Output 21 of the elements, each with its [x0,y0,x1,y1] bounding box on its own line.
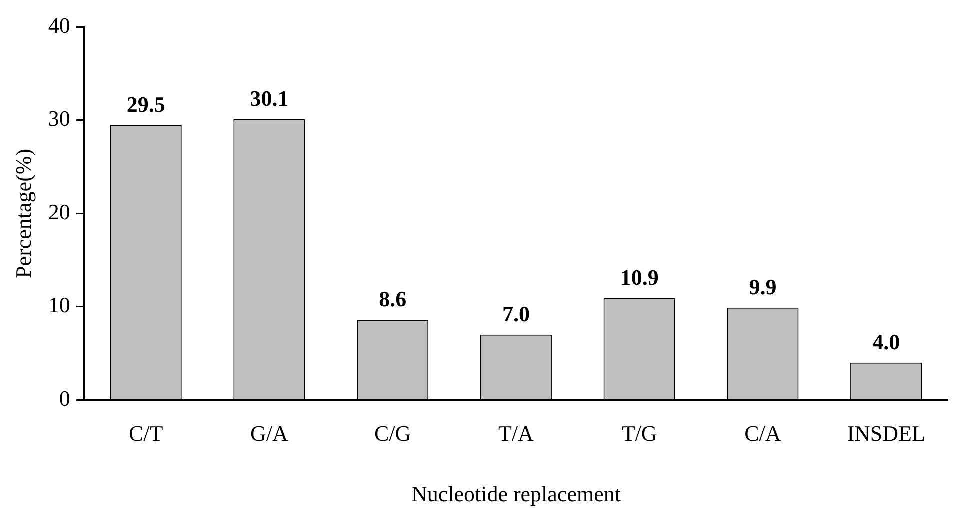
y-axis-title: Percentage(%) [10,148,36,278]
x-tick-label: G/A [250,421,289,446]
x-tick-label: C/T [128,421,164,446]
x-tick-label: T/A [498,421,534,446]
data-label: 9.9 [749,274,777,300]
y-tick-label: 0 [59,386,70,411]
y-tick-label: 30 [48,106,70,132]
data-label: 29.5 [126,92,166,117]
data-label: 30.1 [250,86,289,112]
data-label: 4.0 [872,330,900,355]
data-label: 8.6 [379,286,407,312]
x-tick-label: C/G [374,421,412,446]
y-tick-label: 10 [48,292,70,318]
y-tick-label: 40 [48,12,70,38]
x-tick-label: INSDEL [847,421,926,446]
x-axis-title: Nucleotide replacement [411,482,621,507]
data-label: 7.0 [502,302,530,327]
data-label: 10.9 [620,265,659,290]
y-tick-label: 20 [48,199,70,224]
x-tick-label: T/G [622,421,658,446]
x-tick-label: C/A [744,421,782,446]
